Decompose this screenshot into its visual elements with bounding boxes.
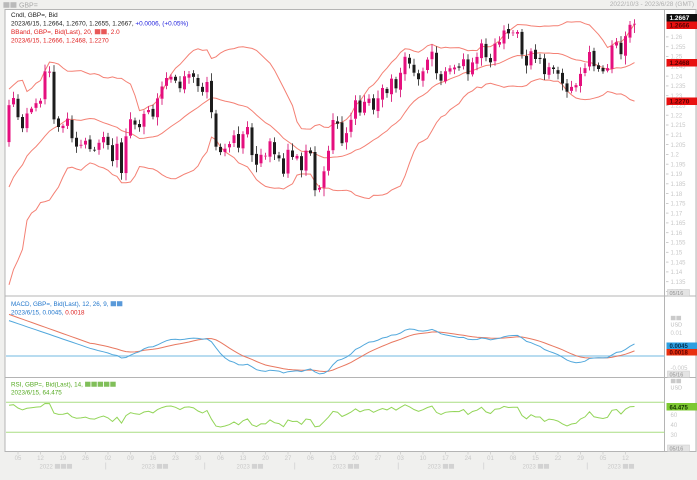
svg-text:1.2468: 1.2468 xyxy=(670,60,690,67)
svg-text:2023: 2023 xyxy=(522,465,536,471)
svg-text:2023/6/15, 1.2664, 1.2670, 1.2: 2023/6/15, 1.2664, 1.2670, 1.2655, 1.266… xyxy=(11,21,188,28)
svg-text:2022: 2022 xyxy=(39,465,53,471)
svg-text:1.235: 1.235 xyxy=(671,84,687,90)
svg-text:02: 02 xyxy=(105,456,112,462)
svg-text:2023/6/15, 1.2666, 1.2468, 1.2: 2023/6/15, 1.2666, 1.2468, 1.2270 xyxy=(11,38,109,45)
svg-text:0.01: 0.01 xyxy=(671,331,683,337)
svg-text:64.475: 64.475 xyxy=(670,406,689,412)
svg-text:05/16: 05/16 xyxy=(670,447,684,453)
svg-text:2023: 2023 xyxy=(236,465,250,471)
svg-text:16: 16 xyxy=(150,456,157,462)
svg-text:24: 24 xyxy=(465,456,472,462)
svg-text:1.155: 1.155 xyxy=(671,241,687,247)
svg-text:1.215: 1.215 xyxy=(671,123,687,129)
svg-text:1.185: 1.185 xyxy=(671,182,687,188)
svg-text:1.15: 1.15 xyxy=(671,251,683,257)
svg-text:1.24: 1.24 xyxy=(671,74,683,80)
svg-text:2023: 2023 xyxy=(607,465,621,471)
svg-text:30: 30 xyxy=(195,456,202,462)
svg-text:1.2: 1.2 xyxy=(671,153,680,159)
svg-text:05: 05 xyxy=(15,456,22,462)
svg-text:1.17: 1.17 xyxy=(671,211,683,217)
svg-text:22: 22 xyxy=(555,456,562,462)
svg-text:1.19: 1.19 xyxy=(671,172,683,178)
svg-text:08: 08 xyxy=(510,456,517,462)
svg-text:1.165: 1.165 xyxy=(671,221,687,227)
svg-text:17: 17 xyxy=(442,456,449,462)
svg-text:USD: USD xyxy=(671,323,683,329)
svg-text:12: 12 xyxy=(37,456,44,462)
svg-text:10: 10 xyxy=(420,456,427,462)
svg-text:06: 06 xyxy=(217,456,224,462)
svg-text:1.145: 1.145 xyxy=(671,260,687,266)
svg-text:GBP=: GBP= xyxy=(17,3,38,10)
svg-text:1.16: 1.16 xyxy=(671,231,683,237)
svg-text:15: 15 xyxy=(532,456,539,462)
svg-text:MACD, GBP=, Bid(Last), 12, 26,: MACD, GBP=, Bid(Last), 12, 26, 9, xyxy=(11,301,109,308)
svg-text:1.22: 1.22 xyxy=(671,113,683,119)
svg-text:1.255: 1.255 xyxy=(671,45,687,51)
svg-text:1.195: 1.195 xyxy=(671,162,687,168)
svg-text:2023: 2023 xyxy=(332,465,346,471)
svg-text:60: 60 xyxy=(671,413,678,419)
svg-text:30: 30 xyxy=(671,433,678,439)
svg-text:Cndl, GBP=, Bid: Cndl, GBP=, Bid xyxy=(11,12,58,19)
svg-text:09: 09 xyxy=(127,456,134,462)
svg-text:BBand, GBP=, Bid(Last), 20,: BBand, GBP=, Bid(Last), 20, xyxy=(11,29,93,36)
svg-text:06: 06 xyxy=(307,456,314,462)
svg-text:03: 03 xyxy=(397,456,404,462)
svg-text:1.135: 1.135 xyxy=(671,280,687,286)
svg-text:2023/6/15, 64.475: 2023/6/15, 64.475 xyxy=(11,390,62,397)
svg-text:1.2666: 1.2666 xyxy=(670,23,690,30)
svg-text:19: 19 xyxy=(60,456,67,462)
svg-text:05: 05 xyxy=(600,456,607,462)
svg-text:1.2667: 1.2667 xyxy=(670,15,690,22)
svg-text:12: 12 xyxy=(622,456,629,462)
svg-text:2023/6/15, 0.0045, 0.0018: 2023/6/15, 0.0045, 0.0018 xyxy=(11,310,85,317)
svg-text:27: 27 xyxy=(375,456,382,462)
svg-text:2023: 2023 xyxy=(141,465,155,471)
svg-text:01: 01 xyxy=(487,456,494,462)
svg-text:05/16: 05/16 xyxy=(670,291,684,297)
svg-text:29: 29 xyxy=(577,456,584,462)
svg-text:1.14: 1.14 xyxy=(671,270,683,276)
svg-text:13: 13 xyxy=(330,456,337,462)
svg-text:27: 27 xyxy=(285,456,292,462)
svg-text:26: 26 xyxy=(82,456,89,462)
svg-text:13: 13 xyxy=(240,456,247,462)
svg-text:1.175: 1.175 xyxy=(671,202,687,208)
svg-text:RSI, GBP=, Bid(Last), 14,: RSI, GBP=, Bid(Last), 14, xyxy=(11,382,83,389)
svg-text:20: 20 xyxy=(352,456,359,462)
svg-text:23: 23 xyxy=(172,456,179,462)
svg-text:2023: 2023 xyxy=(427,465,441,471)
svg-text:1.2270: 1.2270 xyxy=(670,99,690,106)
svg-text:0.0018: 0.0018 xyxy=(670,351,689,357)
svg-text:1.205: 1.205 xyxy=(671,143,687,149)
svg-text:20: 20 xyxy=(262,456,269,462)
svg-text:USD: USD xyxy=(671,386,683,392)
svg-text:1.26: 1.26 xyxy=(671,35,683,41)
svg-text:1.18: 1.18 xyxy=(671,192,683,198)
svg-text:2022/10/3 - 2023/6/28 (GMT): 2022/10/3 - 2023/6/28 (GMT) xyxy=(610,1,694,8)
svg-text:40: 40 xyxy=(671,423,678,429)
svg-text:, 2.0: , 2.0 xyxy=(107,29,120,36)
svg-text:05/16: 05/16 xyxy=(670,373,684,379)
svg-text:1.21: 1.21 xyxy=(671,133,683,139)
